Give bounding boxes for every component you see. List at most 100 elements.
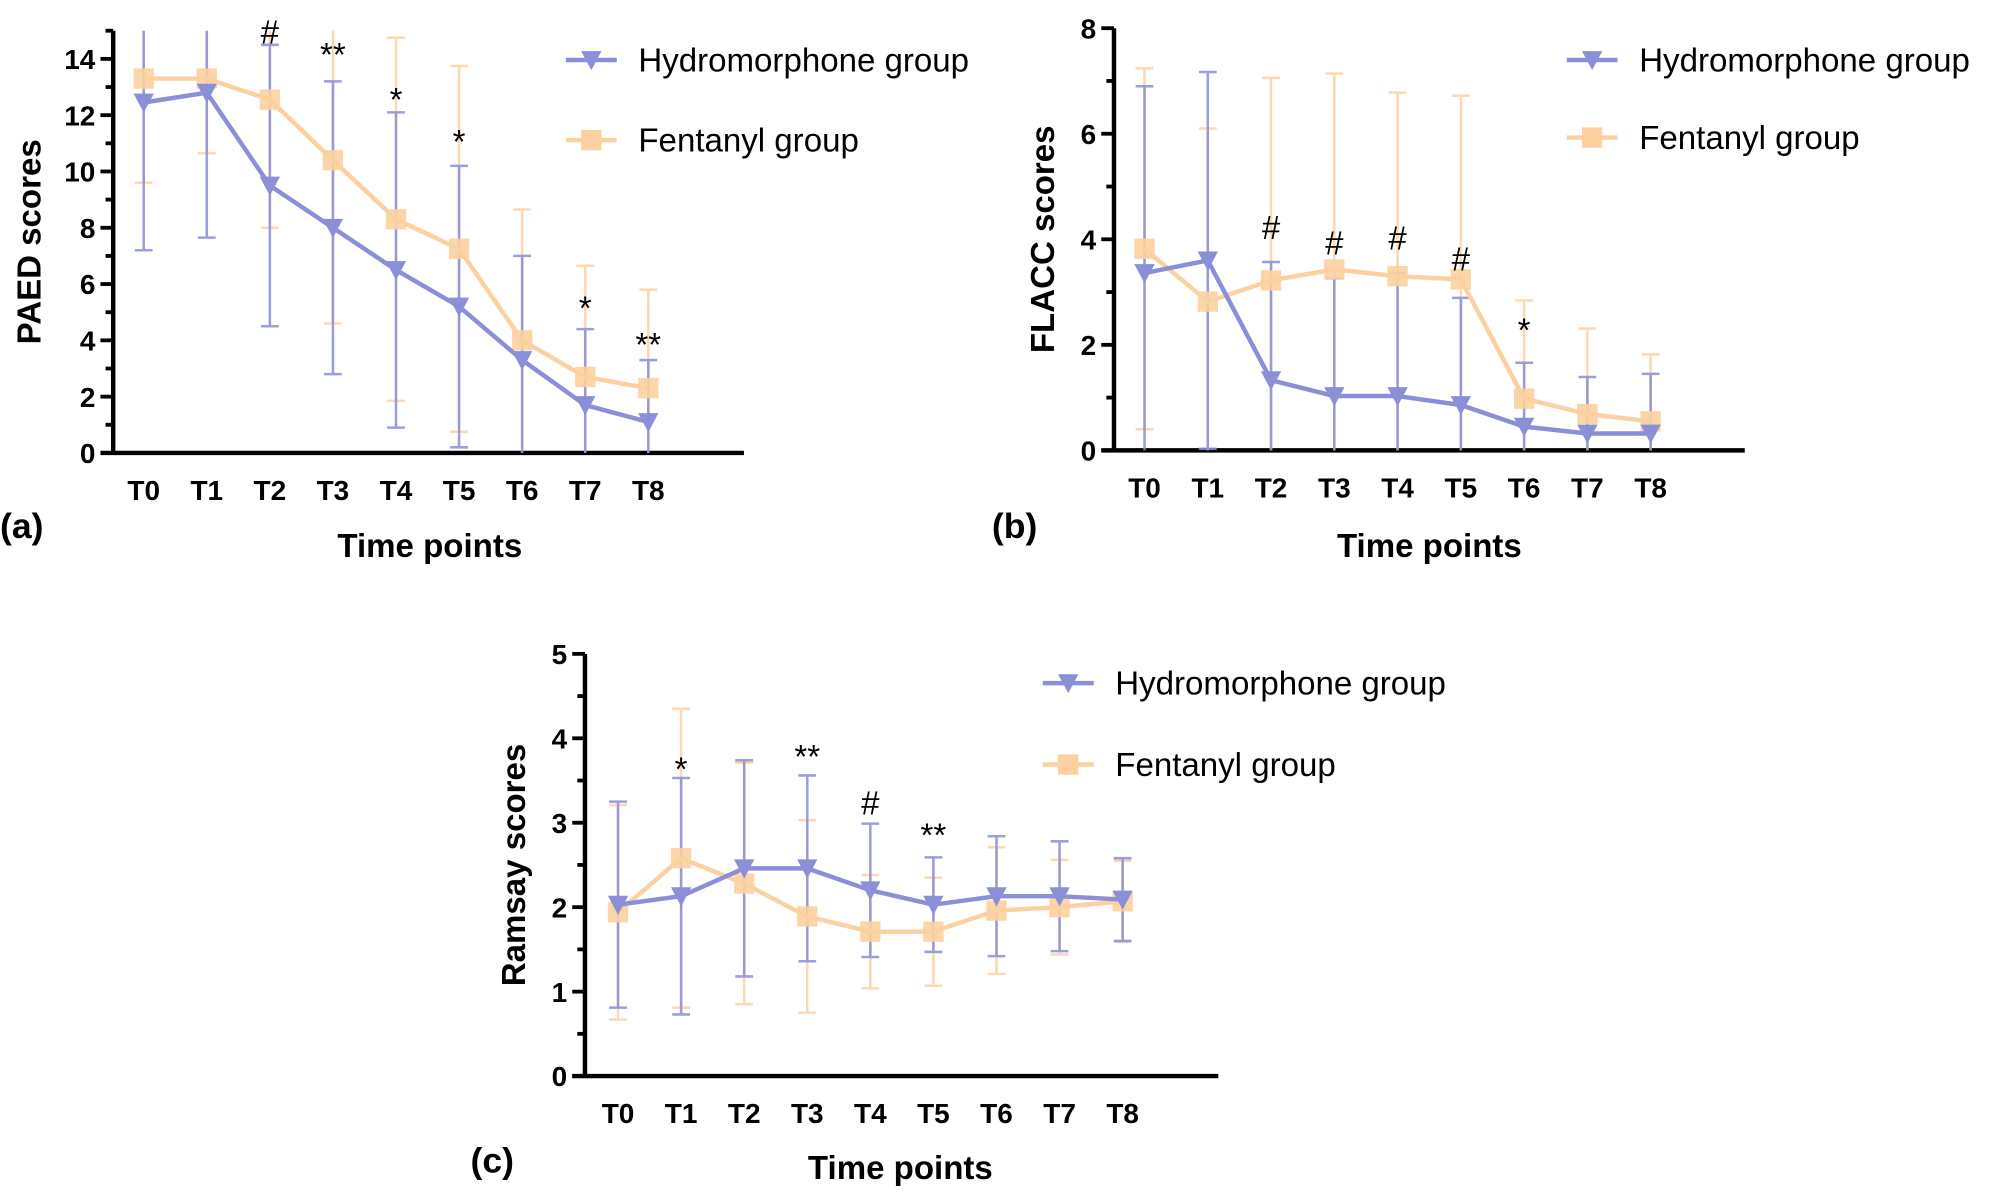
x-tick-label: T0 bbox=[602, 1098, 635, 1129]
x-tick-label: T8 bbox=[1634, 472, 1667, 503]
x-tick-label: T1 bbox=[190, 475, 223, 506]
legend-label: Fentanyl group bbox=[1639, 120, 1859, 157]
data-point-square bbox=[1134, 238, 1155, 259]
x-tick-label: T7 bbox=[1571, 472, 1604, 503]
legend-triangle-icon bbox=[1058, 674, 1079, 694]
data-point-square bbox=[133, 68, 154, 89]
y-tick-label: 6 bbox=[80, 269, 96, 300]
x-tick-label: T3 bbox=[791, 1098, 824, 1129]
data-point-square bbox=[511, 330, 533, 351]
data-point-square bbox=[1260, 270, 1282, 291]
data-point-square bbox=[797, 906, 818, 927]
data-point-triangle bbox=[1260, 371, 1282, 391]
x-axis-title: Time points bbox=[808, 1150, 993, 1187]
chart-panel-a: 0 2 4 6 8 10 12 14 T0 T1 T2 T3 T4 T5 T6 T7 T8 Time points… bbox=[0, 14, 969, 565]
y-tick-label: 0 bbox=[1081, 436, 1097, 467]
data-point-triangle bbox=[1513, 417, 1535, 437]
x-axis-title: Time points bbox=[1337, 528, 1522, 565]
data-point-square bbox=[1049, 897, 1070, 918]
significance-marker: * bbox=[453, 124, 466, 161]
data-point-triangle bbox=[133, 93, 154, 113]
panel-label: (c) bbox=[471, 1141, 515, 1181]
legend-square-icon bbox=[1058, 754, 1079, 775]
data-point-square bbox=[1387, 266, 1408, 287]
data-point-triangle bbox=[607, 895, 629, 915]
data-point-triangle bbox=[1134, 264, 1155, 284]
significance-marker: ** bbox=[794, 739, 820, 776]
x-tick-label: T1 bbox=[665, 1098, 698, 1129]
y-tick-label: 14 bbox=[64, 44, 96, 75]
x-tick-label: T0 bbox=[1128, 472, 1161, 503]
x-tick-label: T6 bbox=[1508, 472, 1541, 503]
legend-item-hydromorphone: Hydromorphone group bbox=[1042, 666, 1446, 703]
data-point-triangle bbox=[734, 859, 755, 879]
data-point-triangle bbox=[196, 83, 217, 103]
y-tick-label: 1 bbox=[552, 977, 568, 1008]
y-tick-label: 5 bbox=[552, 639, 568, 670]
legend-item-fentanyl: Fentanyl group bbox=[565, 123, 859, 160]
x-tick-label: T3 bbox=[317, 475, 350, 506]
data-point-triangle bbox=[1197, 251, 1218, 271]
data-point-triangle bbox=[448, 297, 470, 317]
significance-marker: ** bbox=[635, 327, 661, 364]
y-tick-label: 6 bbox=[1081, 119, 1097, 150]
significance-marker: * bbox=[579, 290, 592, 327]
significance-marker: # bbox=[861, 785, 880, 822]
legend-item-hydromorphone: Hydromorphone group bbox=[1566, 42, 1970, 79]
data-point-square bbox=[986, 900, 1007, 921]
y-tick-label: 2 bbox=[552, 892, 568, 923]
significance-marker: * bbox=[390, 82, 403, 119]
y-tick-label: 4 bbox=[1081, 224, 1097, 255]
x-tick-label: T1 bbox=[1191, 472, 1224, 503]
x-tick-label: T5 bbox=[443, 475, 476, 506]
legend-square-icon bbox=[1581, 127, 1603, 148]
x-tick-label: T4 bbox=[1381, 472, 1414, 503]
y-tick-label: 8 bbox=[1081, 13, 1097, 44]
legend-label: Hydromorphone group bbox=[1639, 42, 1970, 79]
x-tick-label: T5 bbox=[1445, 472, 1478, 503]
data-point-triangle bbox=[986, 887, 1007, 907]
y-tick-label: 0 bbox=[80, 438, 96, 469]
y-tick-label: 3 bbox=[552, 808, 568, 839]
x-tick-label: T6 bbox=[980, 1098, 1013, 1129]
chart-panel-c: 0 1 2 3 4 5 T0 T1 T2 T3 T4 T5 T6 T7 T8 Time points Ramsa… bbox=[471, 639, 1446, 1187]
data-point-triangle bbox=[1324, 387, 1345, 407]
significance-marker: # bbox=[1388, 220, 1407, 257]
significance-marker: * bbox=[675, 752, 688, 789]
significance-marker: ** bbox=[320, 37, 346, 74]
panel-label: (a) bbox=[0, 506, 44, 546]
y-tick-label: 4 bbox=[80, 326, 96, 357]
data-point-triangle bbox=[1112, 890, 1133, 910]
data-point-square bbox=[1450, 269, 1472, 290]
x-tick-label: T4 bbox=[380, 475, 413, 506]
y-tick-label: 0 bbox=[552, 1061, 568, 1092]
data-point-square bbox=[575, 366, 596, 388]
x-tick-label: T3 bbox=[1318, 472, 1351, 503]
x-tick-label: T4 bbox=[854, 1098, 887, 1129]
x-tick-label: T7 bbox=[569, 475, 602, 506]
x-tick-label: T8 bbox=[632, 475, 665, 506]
y-axis-title: Ramsay scores bbox=[496, 744, 533, 987]
data-point-square bbox=[734, 873, 755, 894]
data-point-triangle bbox=[385, 261, 407, 281]
x-tick-label: T6 bbox=[506, 475, 539, 506]
y-axis-title: PAED scores bbox=[12, 139, 49, 344]
y-axis-title: FLACC scores bbox=[1025, 125, 1062, 353]
legend-item-fentanyl: Fentanyl group bbox=[1042, 747, 1336, 784]
data-point-triangle bbox=[797, 859, 818, 879]
legend-label: Hydromorphone group bbox=[638, 42, 969, 79]
legend-label: Fentanyl group bbox=[638, 123, 858, 160]
significance-marker: # bbox=[1452, 241, 1471, 278]
data-point-square bbox=[448, 238, 470, 260]
y-tick-label: 12 bbox=[64, 100, 95, 131]
data-point-square bbox=[322, 150, 344, 171]
x-tick-label: T2 bbox=[254, 475, 287, 506]
x-tick-label: T2 bbox=[1255, 472, 1288, 503]
data-point-triangle bbox=[322, 218, 344, 238]
y-tick-label: 2 bbox=[1081, 330, 1097, 361]
y-tick-label: 4 bbox=[552, 723, 568, 754]
data-point-triangle bbox=[1640, 424, 1661, 444]
data-point-square bbox=[638, 378, 659, 399]
